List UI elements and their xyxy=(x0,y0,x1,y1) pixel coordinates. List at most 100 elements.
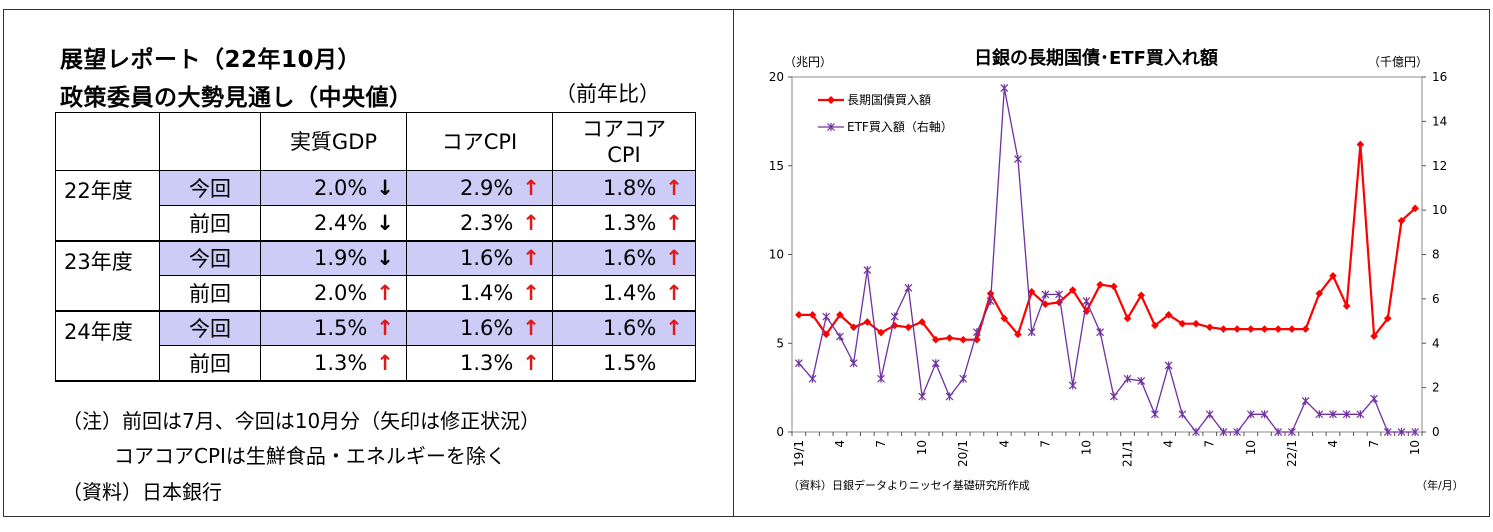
forecast-value-cell: 2.4% ↓ xyxy=(260,205,407,242)
forecast-value-cell: 2.3% ↑ xyxy=(406,205,553,242)
jgb-etf-purchase-chart: 日銀の長期国債･ETF買入れ額 （兆円） （千億円） 0 5 10 15 20 0 2 4 6 8… xyxy=(769,47,1460,492)
jgb-data-point xyxy=(1205,323,1214,332)
jgb-data-point xyxy=(1096,280,1104,289)
table-header-cell: 実質GDP xyxy=(260,112,407,171)
x-axis-tick-label: 22/1 xyxy=(1285,440,1299,467)
etf-data-point xyxy=(1356,410,1365,419)
forecast-value-cell: 1.6% ↑ xyxy=(552,240,696,276)
right-axis-tick-label: 2 xyxy=(1432,381,1440,395)
revision-up-arrow-icon: ↑ xyxy=(522,350,540,375)
forecast-round-cell: 今回 xyxy=(159,310,261,346)
jgb-data-point xyxy=(1164,311,1173,319)
forecast-value: 1.3% xyxy=(602,210,657,235)
etf-data-point xyxy=(1123,374,1132,383)
legend-asterisk-marker-icon xyxy=(827,123,835,131)
etf-data-point xyxy=(877,374,885,383)
right-axis-tick-label: 16 xyxy=(1432,70,1447,84)
etf-data-point xyxy=(1397,428,1406,436)
jgb-data-point xyxy=(959,335,967,344)
forecast-value-cell: 1.3% ↑ xyxy=(406,345,553,382)
x-axis-tick-label: 4 xyxy=(833,440,847,448)
forecast-value: 2.9% xyxy=(459,176,514,200)
right-axis-tick-label: 12 xyxy=(1432,159,1447,173)
x-axis-tick-label: 7 xyxy=(1203,440,1217,448)
right-axis-tick-label: 0 xyxy=(1432,425,1440,439)
table-row: 前回 1.3% ↑ 1.3% ↑ 1.5% xyxy=(56,345,696,382)
x-axis-tick-label: 10 xyxy=(915,440,929,455)
etf-data-point xyxy=(849,359,858,368)
forecast-round-cell: 前回 xyxy=(159,205,261,242)
forecast-value-cell: 2.9% ↑ xyxy=(406,170,553,206)
revision-down-arrow-icon: ↓ xyxy=(376,246,394,271)
etf-data-point xyxy=(1041,290,1050,299)
forecast-value-cell: 1.6% ↑ xyxy=(406,310,553,346)
note-line-1: （注）前回は7月、今回は10月分（矢印は修正状況） xyxy=(62,409,541,433)
forecast-value: 1.6% xyxy=(602,316,657,341)
series-line-etf xyxy=(798,87,1416,434)
revision-up-arrow-icon: ↑ xyxy=(376,316,394,341)
etf-data-point xyxy=(1315,410,1324,419)
left-axis-tick-label: 5 xyxy=(776,336,784,350)
forecast-value: 1.3% xyxy=(459,350,514,375)
etf-data-point xyxy=(1329,410,1337,419)
etf-data-point xyxy=(1301,396,1310,405)
jgb-data-point xyxy=(1397,216,1406,225)
etf-data-point xyxy=(1096,328,1105,337)
forecast-value: 1.5% xyxy=(602,350,657,375)
left-axis-tick-label: 15 xyxy=(769,159,784,173)
note-line-2: コアコアCPIは生鮮食品・エネルギーを除く xyxy=(114,444,506,468)
forecast-value-cell: 1.4% ↑ xyxy=(552,275,696,312)
jgb-data-point xyxy=(890,321,899,330)
jgb-data-point xyxy=(1014,330,1022,339)
etf-data-point xyxy=(918,392,927,401)
forecast-value-cell: 1.9% ↓ xyxy=(260,240,407,276)
plot-area: 0 5 10 15 20 0 2 4 6 8 10 12 14 16 19/1 4 7 10 20/1 4 7 10 21/… xyxy=(769,70,1448,467)
etf-data-point xyxy=(836,332,844,341)
etf-data-point xyxy=(1027,328,1036,337)
table-row: 22年度 今回 2.0% ↓ 2.9% ↑ 1.8% ↑ xyxy=(55,170,696,242)
forecast-value: 1.5% xyxy=(313,316,368,341)
jgb-data-point xyxy=(1274,325,1282,333)
x-axis-tick-label: 21/1 xyxy=(1121,440,1135,467)
jgb-data-point xyxy=(1260,325,1269,333)
x-axis-tick-label: 10 xyxy=(1408,440,1422,455)
forecast-value: 2.0% xyxy=(313,280,368,305)
forecast-round-cell: 前回 xyxy=(159,345,261,382)
jgb-data-point xyxy=(945,334,954,342)
forecast-value: 1.3% xyxy=(313,350,368,375)
revision-up-arrow-icon: ↑ xyxy=(522,316,540,341)
fiscal-year-cell: 23年度 xyxy=(55,240,160,312)
x-axis-tick-label: 7 xyxy=(1367,440,1381,448)
forecast-table: 実質GDP コアCPI コアコア CPI 22年度 今回 2.0% ↓ 2.9% ↑ 1.8% … xyxy=(55,112,696,382)
forecast-value-cell: 1.4% ↑ xyxy=(406,275,553,312)
right-axis-tick-label: 6 xyxy=(1432,292,1440,306)
etf-data-point xyxy=(1151,410,1159,419)
table-header-cell xyxy=(55,112,160,171)
jgb-data-point xyxy=(1110,282,1118,291)
jgb-data-point xyxy=(932,335,940,344)
etf-data-point xyxy=(1274,428,1283,436)
forecast-value-cell: 2.0% ↑ xyxy=(260,275,407,312)
jgb-data-point xyxy=(808,311,817,319)
right-axis-unit: （千億円） xyxy=(1368,55,1428,69)
x-axis-tick-label: 10 xyxy=(1244,440,1258,455)
etf-data-point xyxy=(1260,410,1269,419)
outlook-subtitle: 政策委員の大勢見通し（中央値） xyxy=(60,85,413,111)
jgb-data-point xyxy=(1041,300,1050,308)
source-note: （資料）日本銀行 xyxy=(62,480,222,504)
jgb-data-point xyxy=(1123,314,1132,323)
jgb-data-point xyxy=(1055,298,1063,307)
jgb-data-point xyxy=(918,318,926,326)
jgb-data-point xyxy=(1000,314,1009,323)
etf-data-point xyxy=(1082,297,1091,306)
jgb-data-point xyxy=(836,311,844,319)
x-axis-tick-label: 7 xyxy=(1038,440,1052,448)
jgb-data-point xyxy=(849,323,858,332)
x-axis-tick-label: 10 xyxy=(1079,440,1093,455)
etf-data-point xyxy=(1233,428,1242,436)
forecast-value: 2.3% xyxy=(459,210,514,235)
revision-up-arrow-icon: ↑ xyxy=(665,246,683,271)
revision-up-arrow-icon: ↑ xyxy=(665,280,683,305)
forecast-value-cell: 1.6% ↑ xyxy=(406,240,553,276)
table-row: 前回 2.0% ↑ 1.4% ↑ 1.4% ↑ xyxy=(56,275,696,312)
